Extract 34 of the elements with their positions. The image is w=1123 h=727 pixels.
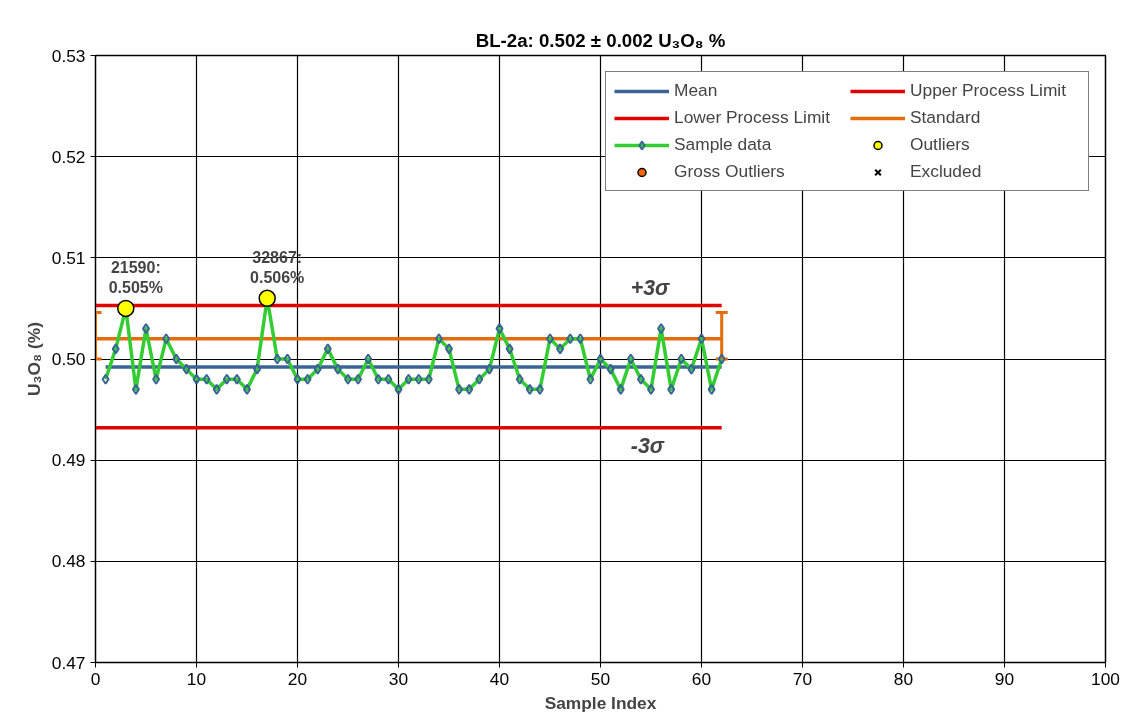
y-tick-label: 0.50 [51, 349, 86, 369]
x-axis-title: Sample Index [544, 692, 657, 713]
point [258, 289, 276, 308]
x-tick-label: 50 [590, 668, 611, 689]
legend-label: Upper Process Limit [910, 80, 1067, 101]
y-tick-label: 0.48 [51, 551, 86, 572]
legend-label: Mean [674, 80, 719, 101]
legend-label: Gross Outliers [674, 161, 786, 182]
y-tick-label: 0.51 [51, 247, 86, 268]
x-tick-label: 0 [90, 668, 101, 689]
x-tick-label: 30 [388, 668, 409, 689]
legend-label: Outliers [910, 134, 971, 155]
x-tick-label: 60 [691, 668, 712, 689]
chart-title: BL-2a: 0.502 ± 0.002 U₃O₈ % [475, 29, 726, 51]
x-tick-label: 20 [287, 668, 308, 689]
y-tick-label: 0.52 [51, 146, 86, 167]
annotation: 21590: 0.505% [108, 259, 163, 297]
y-tick-label: 0.53 [51, 45, 86, 66]
annotation: +3σ [630, 276, 671, 301]
x-tick-label: 10 [186, 668, 207, 689]
legend-label: Sample data [674, 134, 773, 155]
x-tick-label: 90 [994, 668, 1015, 689]
x-tick-label: 80 [893, 668, 914, 689]
x-tick-label: 70 [792, 668, 813, 689]
point [117, 299, 135, 318]
legend-label: Excluded [910, 161, 983, 182]
y-axis-title: U₃O₈ (%) [23, 322, 44, 396]
x-tick-label: 100 [1091, 668, 1120, 689]
legend-label: Standard [910, 107, 982, 128]
y-tick-label: 0.47 [51, 652, 86, 673]
y-tick-label: 0.49 [51, 450, 86, 471]
legend-label: Lower Process Limit [674, 107, 831, 128]
x-tick-label: 40 [489, 668, 510, 689]
annotation: -3σ [630, 433, 665, 458]
